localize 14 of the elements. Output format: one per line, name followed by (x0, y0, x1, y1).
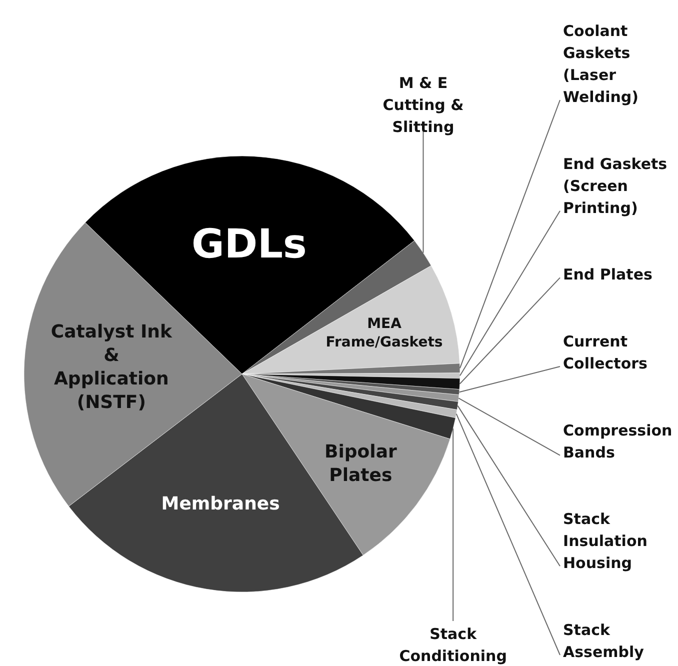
slice-label: Stack Assembly (563, 621, 644, 661)
slice-label: Catalyst Ink & Application (NSTF) (50, 322, 173, 413)
slice-label: Membranes (161, 493, 280, 514)
slice-label: M & E Cutting & Slitting (382, 74, 464, 136)
slice-label: Compression Bands (563, 421, 672, 462)
slice-label: End Plates (563, 266, 652, 284)
slice-label: Bipolar Plates (324, 441, 397, 486)
slice-label: Stack Insulation Housing (563, 510, 648, 572)
slice-label: End Gaskets (Screen Printing) (563, 154, 668, 217)
slice-label: Current Collectors (563, 332, 648, 372)
slice-label: MEA Frame/Gaskets (326, 316, 443, 350)
slice-label: GDLs (191, 221, 307, 268)
slice-label: Stack Conditioning (399, 625, 507, 665)
slice-label: Coolant Gaskets (Laser Welding) (563, 22, 638, 106)
